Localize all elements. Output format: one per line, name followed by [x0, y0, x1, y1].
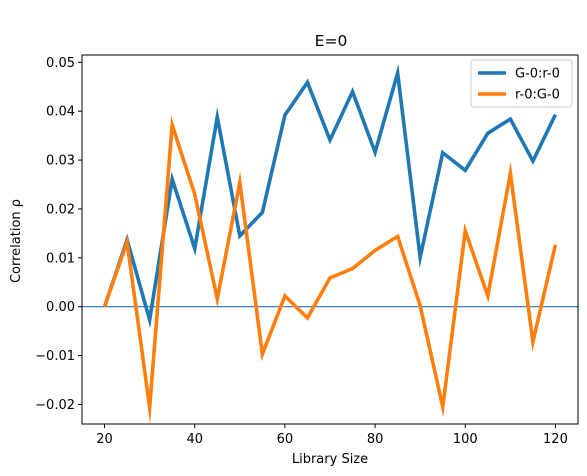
y-tick-label: 0.05 — [46, 56, 75, 71]
plot-area — [82, 64, 578, 425]
legend: G-0:r-0 r-0:G-0 — [470, 59, 573, 108]
y-tick-label: 0.01 — [46, 251, 75, 266]
legend-label: r-0:G-0 — [515, 88, 560, 103]
chart-title: E=0 — [315, 32, 348, 50]
y-tick-label: 0.02 — [46, 202, 75, 217]
y-tick-label: −0.02 — [35, 398, 75, 413]
legend-label: G-0:r-0 — [515, 67, 560, 82]
y-tick-label: −0.01 — [35, 349, 75, 364]
x-tick-label: 20 — [96, 432, 113, 447]
x-axis-label: Library Size — [292, 452, 368, 467]
x-tick-label: 80 — [367, 432, 384, 447]
y-tick-label: 0.03 — [46, 154, 75, 169]
x-tick-label: 120 — [543, 432, 568, 447]
series-line-1 — [102, 64, 558, 329]
y-tick-label: 0.04 — [46, 105, 75, 120]
x-tick-label: 100 — [453, 432, 478, 447]
x-tick-label: 60 — [277, 432, 294, 447]
series-line-2 — [102, 115, 558, 425]
axes: 20 40 60 80 100 120 −0.02 −0.01 0.00 0.01 0.02 0.03… — [35, 56, 568, 447]
y-axis-label: Correlation ρ — [9, 199, 24, 283]
y-tick-label: 0.00 — [46, 300, 75, 315]
plot-frame — [81, 54, 579, 425]
x-tick-label: 40 — [186, 432, 203, 447]
